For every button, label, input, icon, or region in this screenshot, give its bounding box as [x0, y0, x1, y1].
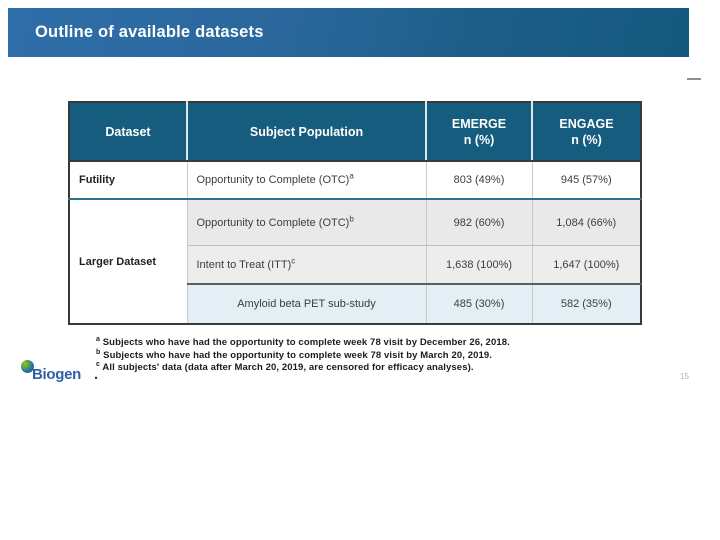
cell-population: Amyloid beta PET sub-study [187, 284, 427, 324]
footnotes: a Subjects who have had the opportunity … [96, 335, 510, 375]
dash-decoration [687, 78, 701, 80]
cell-engage: 582 (35%) [532, 284, 641, 324]
biogen-logo: Biogen . [18, 357, 98, 391]
col-header-sub: n (%) [463, 132, 495, 147]
population-text: Opportunity to Complete (OTC) [196, 216, 350, 229]
footnote-text: Subjects who have had the opportunity to… [100, 337, 510, 348]
biogen-logo-text: Biogen [32, 366, 82, 383]
footnote-ref: c [291, 255, 296, 265]
col-header-dataset: Dataset [69, 102, 188, 162]
cell-population: Intent to Treat (ITT)c [187, 245, 427, 285]
col-header-subject-population: Subject Population [187, 102, 427, 162]
datasets-table-wrap: Dataset Subject Population EMERGE n (%) … [68, 101, 642, 325]
cell-engage: 1,647 (100%) [532, 245, 641, 285]
cell-emerge: 803 (49%) [426, 161, 533, 200]
cell-engage: 1,084 (66%) [532, 199, 641, 246]
population-text: Amyloid beta PET sub-study [237, 298, 376, 310]
table-row: Amyloid beta PET sub-study 485 (30%) 582… [69, 284, 641, 324]
table-row: Larger Dataset Opportunity to Complete (… [69, 199, 641, 324]
col-header-label: Subject Population [249, 124, 364, 139]
page-title: Outline of available datasets [35, 23, 264, 41]
page-number: 15 [680, 372, 689, 381]
footnote-line: c All subjects' data (data after March 2… [96, 360, 510, 375]
footnote-line: a Subjects who have had the opportunity … [96, 335, 510, 350]
col-header-label: ENGAGE [559, 116, 614, 131]
cell-emerge: 1,638 (100%) [426, 245, 533, 285]
biogen-sphere-icon [21, 360, 34, 373]
cell-dataset: Larger Dataset [69, 199, 188, 324]
cell-population: Opportunity to Complete (OTC)a [187, 161, 427, 200]
footnote-ref: b [96, 348, 101, 356]
cell-dataset: Futility [69, 161, 188, 200]
population-text: Opportunity to Complete (OTC) [196, 174, 350, 186]
slide-title-bar: Outline of available datasets [8, 8, 689, 57]
footnote-ref: a [96, 335, 100, 343]
population-text: Intent to Treat (ITT) [196, 258, 292, 271]
biogen-logo-period: . [94, 366, 99, 383]
footnote-ref: a [349, 171, 354, 181]
footnote-text: Subjects who have had the opportunity to… [100, 349, 492, 361]
col-header-sub: n (%) [571, 132, 602, 147]
col-header-label: EMERGE [451, 116, 507, 131]
col-header-label: Dataset [105, 124, 151, 139]
footnote-line: b Subjects who have had the opportunity … [96, 348, 510, 363]
datasets-table: Dataset Subject Population EMERGE n (%) … [68, 101, 642, 325]
cell-engage: 945 (57%) [532, 161, 641, 200]
table-header-row: Dataset Subject Population EMERGE n (%) … [69, 102, 641, 162]
footnote-text: All subjects' data (data after March 20,… [100, 362, 474, 373]
cell-population: Opportunity to Complete (OTC)b [187, 199, 427, 246]
table-row: Intent to Treat (ITT)c 1,638 (100%) 1,64… [69, 245, 641, 285]
footnote-ref: b [349, 213, 354, 223]
cell-emerge: 485 (30%) [426, 284, 533, 324]
col-header-engage: ENGAGE n (%) [532, 102, 641, 162]
footnote-ref: c [96, 360, 100, 368]
col-header-emerge: EMERGE n (%) [426, 102, 533, 162]
cell-emerge: 982 (60%) [426, 199, 533, 246]
table-row: Futility Opportunity to Complete (OTC)a … [69, 161, 641, 200]
